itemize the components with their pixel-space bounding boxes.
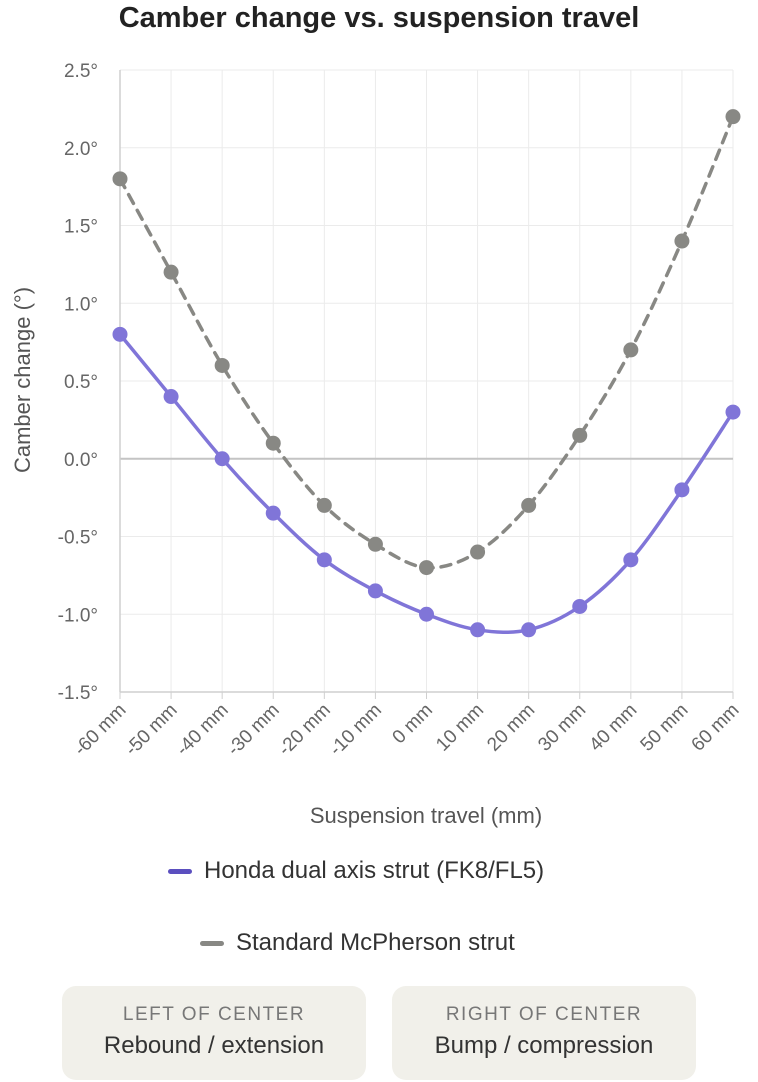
x-tick-label: 10 mm xyxy=(432,700,488,756)
data-point-honda xyxy=(419,606,434,622)
x-tick-label: 20 mm xyxy=(483,700,539,756)
legend-label-honda: Honda dual axis strut (FK8/FL5) xyxy=(204,857,545,884)
x-tick-label: -20 mm xyxy=(274,700,334,760)
x-tick-label: 30 mm xyxy=(534,700,590,756)
y-tick-label: -0.5° xyxy=(58,528,98,549)
data-point-honda xyxy=(674,482,690,498)
legend-swatch-mcpherson xyxy=(200,940,224,946)
x-tick-label: -50 mm xyxy=(121,700,181,760)
y-tick-label: 2.5° xyxy=(64,61,98,82)
note-text-left: Rebound / extension xyxy=(103,1032,325,1059)
x-tick-label: -30 mm xyxy=(223,700,283,760)
data-point-mcpherson xyxy=(725,109,741,125)
data-point-mcpherson xyxy=(470,544,486,560)
legend-swatch-honda xyxy=(168,868,192,874)
x-tick-label: -10 mm xyxy=(326,700,386,760)
data-point-honda xyxy=(112,326,128,342)
x-tick-label: -60 mm xyxy=(70,700,130,760)
x-tick-label: 60 mm xyxy=(688,700,744,756)
data-point-honda xyxy=(367,583,383,599)
y-tick-label: -1.5° xyxy=(58,683,98,704)
data-point-mcpherson xyxy=(112,171,128,187)
y-tick-label: 0.0° xyxy=(64,450,98,471)
note-card-right: RIGHT OF CENTER Bump / compression xyxy=(392,986,696,1080)
x-axis-title: Suspension travel (mm) xyxy=(310,803,542,828)
data-point-mcpherson xyxy=(367,536,383,552)
data-point-honda xyxy=(521,622,537,638)
x-tick-label: -40 mm xyxy=(172,700,232,760)
data-point-honda xyxy=(265,505,281,521)
note-text-right: Bump / compression xyxy=(434,1032,654,1059)
data-point-mcpherson xyxy=(316,497,332,513)
y-tick-label: -1.0° xyxy=(58,605,98,626)
camber-chart: 2.5°2.0°1.5°1.0°0.5°0.0°-0.5°-1.0°-1.5°-… xyxy=(10,61,744,828)
data-point-mcpherson xyxy=(214,357,230,373)
data-point-honda xyxy=(214,451,230,467)
x-tick-label: 0 mm xyxy=(389,700,437,748)
note-card-left: LEFT OF CENTER Rebound / extension xyxy=(62,986,366,1080)
y-tick-label: 0.5° xyxy=(64,372,98,393)
series-lines xyxy=(112,109,741,638)
data-point-mcpherson xyxy=(163,264,179,280)
data-point-mcpherson xyxy=(521,497,537,513)
tick-labels: 2.5°2.0°1.5°1.0°0.5°0.0°-0.5°-1.0°-1.5°-… xyxy=(58,61,744,760)
x-tick-label: 50 mm xyxy=(637,700,693,756)
legend-item-honda: Honda dual axis strut (FK8/FL5) xyxy=(168,857,544,885)
data-point-mcpherson xyxy=(419,560,434,576)
data-point-mcpherson xyxy=(623,342,639,358)
note-heading-right: RIGHT OF CENTER xyxy=(445,1004,643,1025)
data-point-honda xyxy=(163,389,179,405)
data-point-mcpherson xyxy=(674,233,690,249)
x-tick-label: 40 mm xyxy=(585,700,641,756)
y-axis-title: Camber change (°) xyxy=(10,287,35,473)
data-point-honda xyxy=(725,404,741,420)
chart-title: Camber change vs. suspension travel xyxy=(118,2,640,34)
data-point-honda xyxy=(572,598,588,614)
data-point-mcpherson xyxy=(265,435,281,451)
note-heading-left: LEFT OF CENTER xyxy=(122,1004,306,1025)
y-tick-label: 2.0° xyxy=(64,139,98,160)
data-point-honda xyxy=(316,552,332,568)
data-point-mcpherson xyxy=(572,427,588,443)
data-point-honda xyxy=(470,622,486,638)
legend-item-mcpherson: Standard McPherson strut xyxy=(200,929,515,957)
grid-lines xyxy=(119,69,734,693)
data-point-honda xyxy=(623,552,639,568)
legend-label-mcpherson: Standard McPherson strut xyxy=(236,929,515,956)
y-tick-label: 1.0° xyxy=(64,294,98,315)
y-tick-label: 1.5° xyxy=(64,217,98,238)
